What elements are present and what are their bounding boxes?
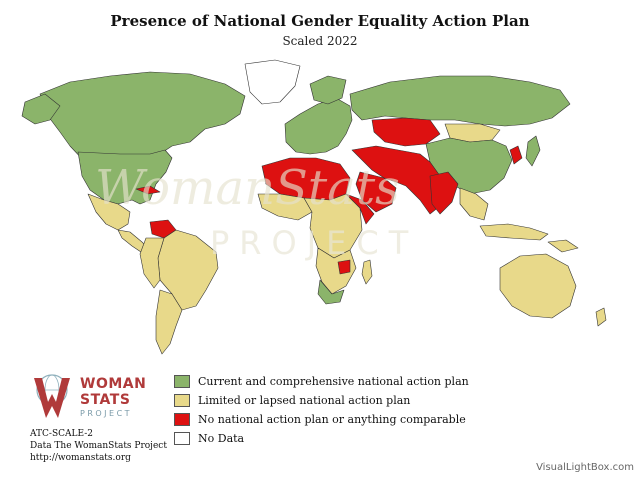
source-url: http://womanstats.org	[30, 453, 131, 463]
watermark-logo-text: WomanStats	[95, 160, 400, 216]
legend-swatch-nodata	[174, 432, 190, 445]
region-zimbabwe	[337, 259, 351, 275]
data-source: Data The WomanStats Project	[30, 441, 167, 451]
region-mexico	[87, 193, 131, 231]
region-southern-africa	[315, 247, 357, 295]
world-map: WomanStats PROJECT	[21, 59, 607, 355]
region-cuba	[135, 185, 161, 195]
region-papua	[547, 239, 579, 253]
legend-label-limited: Limited or lapsed national action plan	[198, 394, 411, 407]
globe-venus-icon	[34, 374, 70, 418]
region-alaska	[21, 93, 61, 125]
region-greenland	[244, 59, 301, 105]
logo-line-stats: STATS	[80, 392, 131, 408]
map-metadata: ATC-SCALE-2 Data The WomanStats Project …	[30, 428, 167, 464]
womanstats-logo: WOMAN STATS PROJECT	[28, 372, 146, 424]
logo-line-project: PROJECT	[80, 409, 133, 418]
region-australia	[499, 253, 577, 319]
legend-item-limited: Limited or lapsed national action plan	[174, 391, 469, 410]
region-southeast-asia	[459, 187, 489, 221]
legend-item-none: No national action plan or anything comp…	[174, 410, 469, 429]
region-middle-east	[351, 145, 447, 215]
region-madagascar	[361, 259, 373, 285]
region-horn-africa	[345, 193, 375, 225]
region-russia	[349, 75, 571, 127]
region-indonesia	[479, 223, 549, 241]
region-argentina	[155, 289, 183, 355]
map-code: ATC-SCALE-2	[30, 429, 93, 439]
map-legend: Current and comprehensive national actio…	[174, 372, 469, 448]
watermark-project-text: PROJECT	[210, 224, 418, 262]
legend-label-nodata: No Data	[198, 432, 245, 445]
credit-text: VisualLightBox.com	[536, 462, 634, 473]
region-scandinavia	[309, 75, 347, 105]
legend-swatch-current	[174, 375, 190, 388]
region-new-zealand	[595, 307, 607, 327]
legend-label-current: Current and comprehensive national actio…	[198, 375, 469, 388]
legend-swatch-none	[174, 413, 190, 426]
legend-swatch-limited	[174, 394, 190, 407]
legend-label-none: No national action plan or anything comp…	[198, 413, 466, 426]
map-title: Presence of National Gender Equality Act…	[110, 12, 530, 30]
region-west-africa	[257, 193, 313, 221]
region-india	[429, 171, 459, 215]
region-canada	[39, 71, 246, 175]
region-arabia	[355, 171, 397, 213]
region-korea	[509, 145, 523, 165]
legend-item-nodata: No Data	[174, 429, 469, 448]
legend-item-current: Current and comprehensive national actio…	[174, 372, 469, 391]
region-andes	[139, 237, 165, 289]
region-kazakhstan	[371, 117, 441, 147]
region-south-africa	[317, 279, 345, 305]
region-japan	[525, 135, 541, 167]
region-europe	[284, 97, 353, 155]
logo-line-woman: WOMAN	[80, 376, 147, 392]
map-subtitle: Scaled 2022	[282, 34, 358, 48]
